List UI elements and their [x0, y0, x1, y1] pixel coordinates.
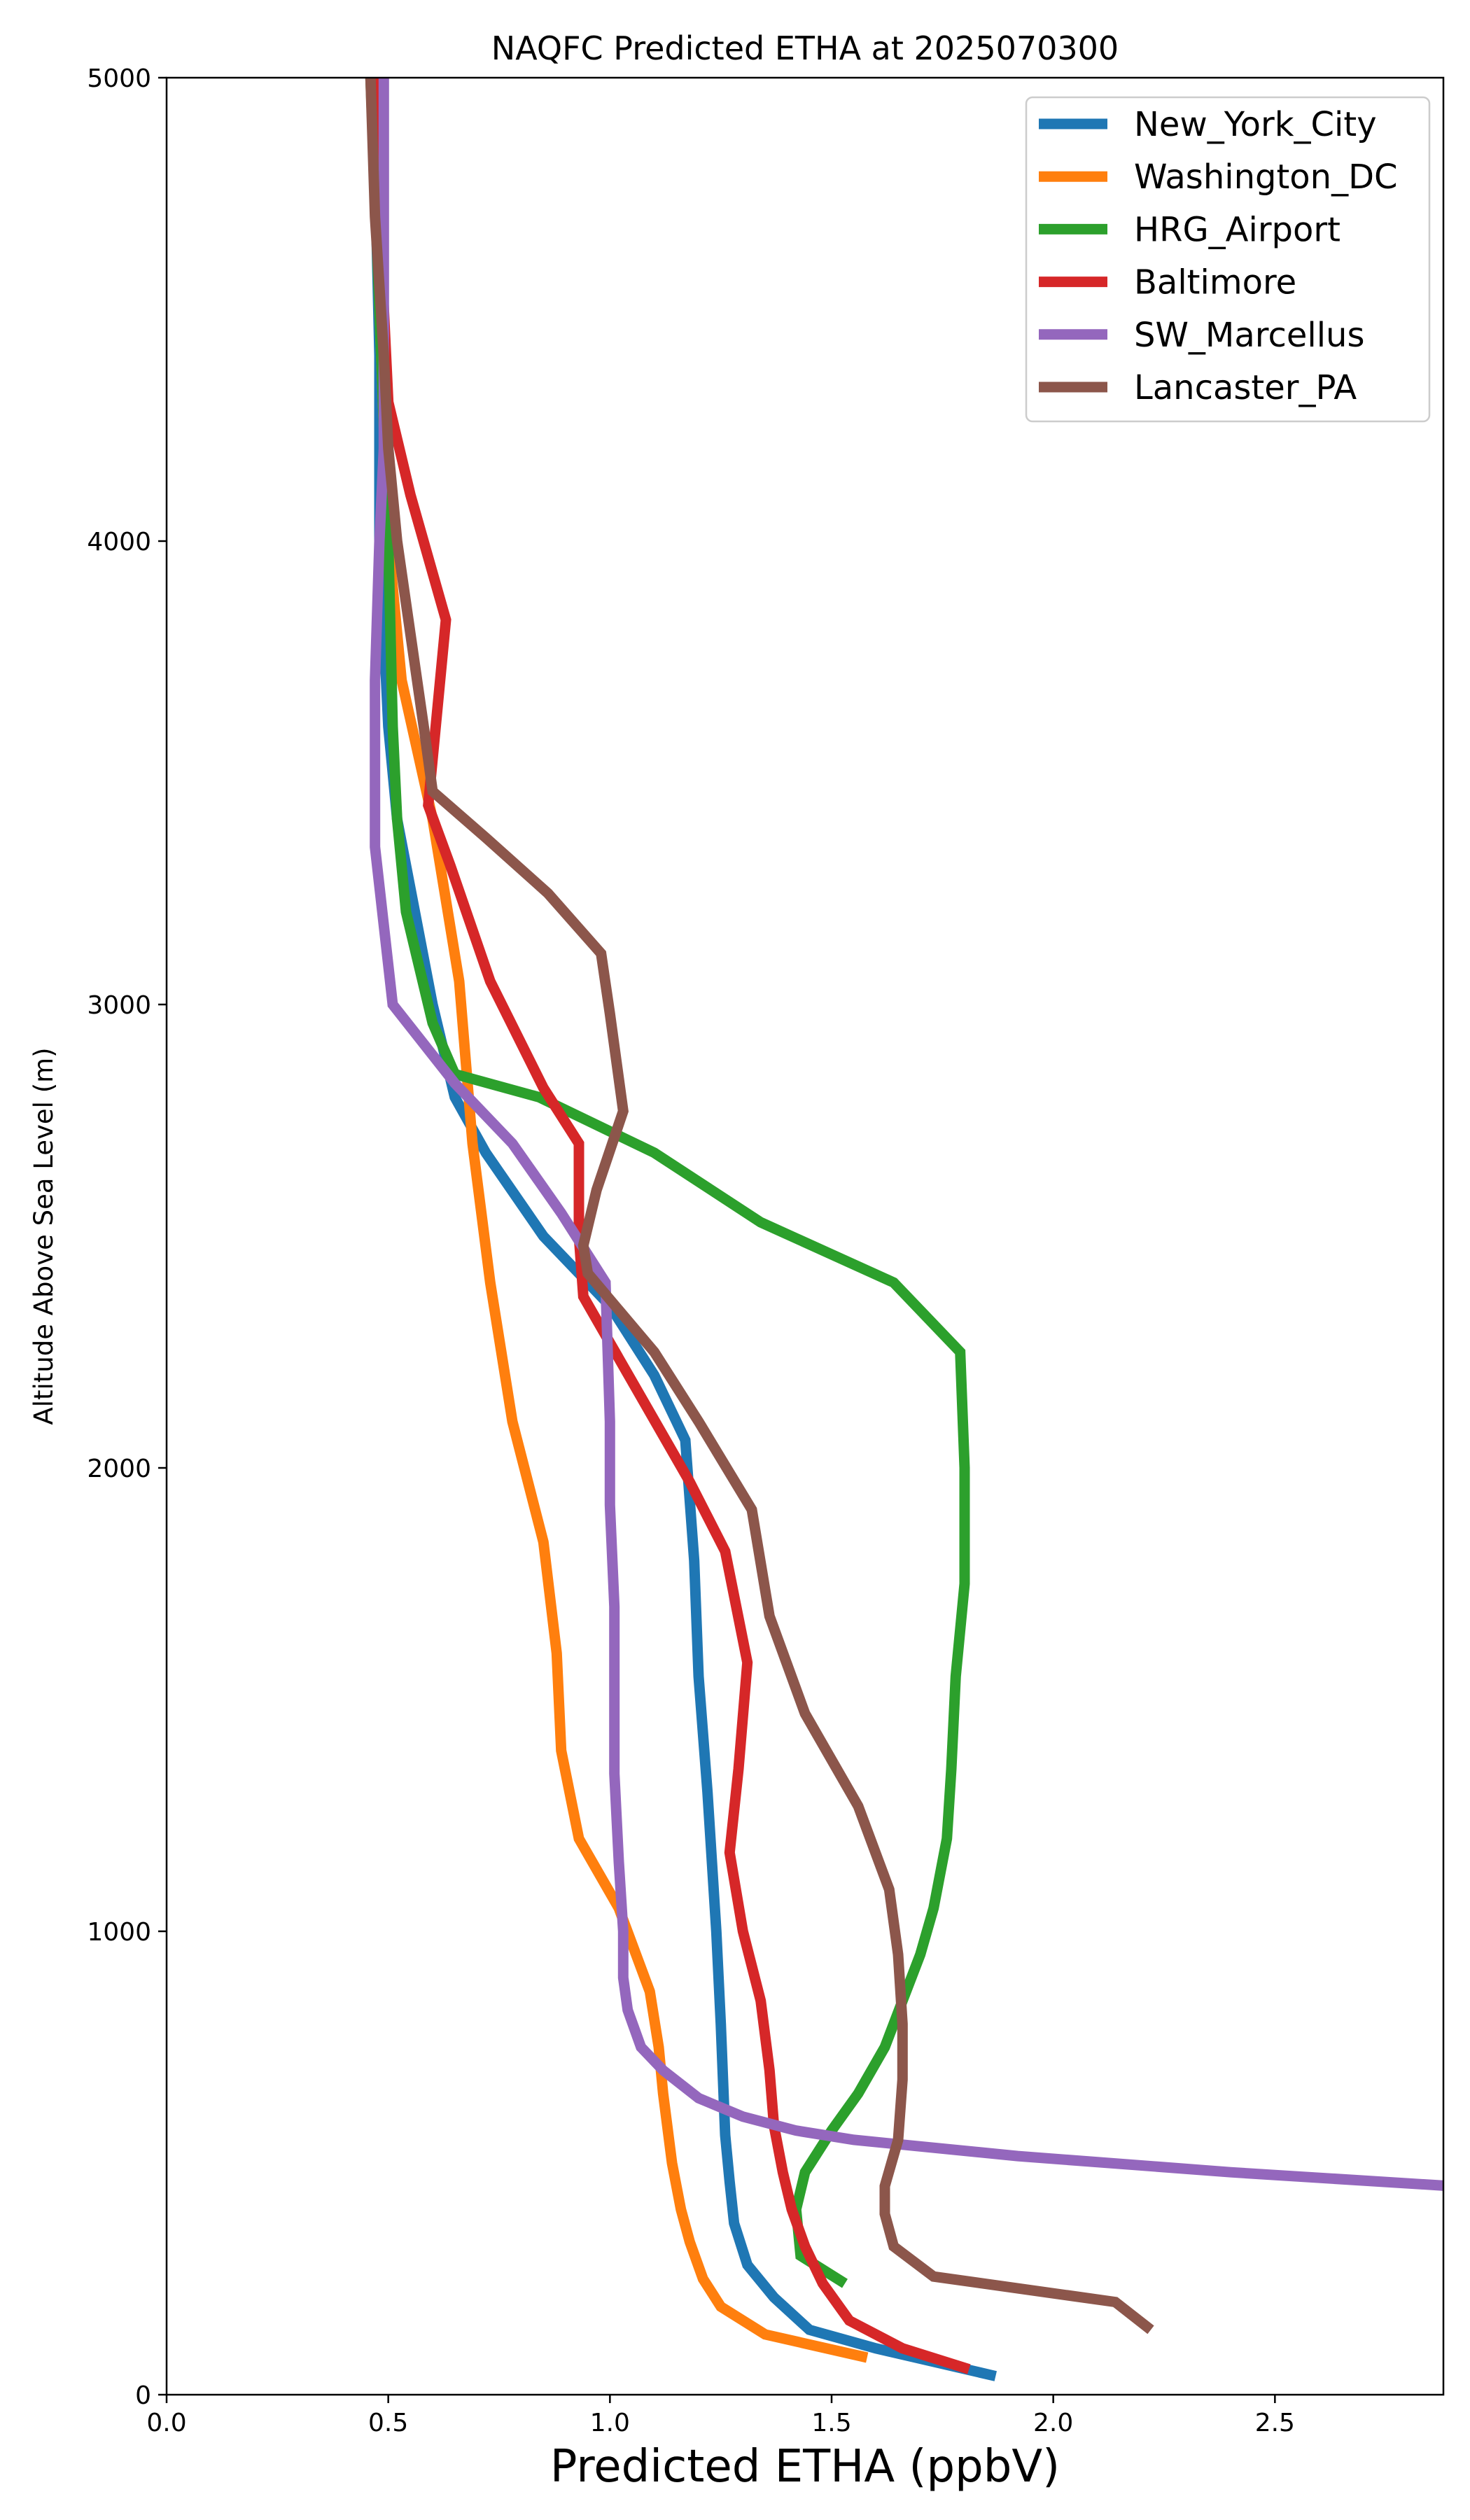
series-line-new-york-city: [370, 78, 997, 2381]
y-tick-label: 0: [135, 2381, 151, 2410]
legend: New_York_City Washington_DC HRG_Airport Bal…: [1025, 96, 1431, 423]
x-tick-label: 2.0: [1033, 2409, 1073, 2437]
legend-frame: [1025, 96, 1431, 423]
plot-area-frame: [165, 76, 1445, 2396]
series-line-sw-marcellus: [370, 78, 1443, 2191]
legend-label: Washington_DC: [1134, 158, 1398, 197]
x-tick-label: 2.5: [1255, 2409, 1295, 2437]
legend-label: SW_Marcellus: [1134, 316, 1364, 355]
series-line-hrg-airport: [365, 78, 970, 2288]
x-tick-label: 1.5: [811, 2409, 851, 2437]
y-axis-ticks: 0 1000 2000 3000 4000 5000: [87, 64, 167, 2410]
legend-label: Lancaster_PA: [1134, 368, 1357, 407]
y-tick-label: 5000: [87, 64, 151, 93]
chart-title: NAQFC Predicted ETHA at 2025070300: [491, 29, 1119, 67]
x-tick-label: 0.0: [146, 2409, 186, 2437]
y-tick-label: 2000: [87, 1455, 151, 1483]
y-axis-label: Altitude Above Sea Level (m): [29, 1047, 59, 1424]
legend-label: HRG_Airport: [1134, 210, 1340, 249]
legend-label: New_York_City: [1134, 105, 1377, 144]
x-axis-label: Predicted ETHA (ppbV): [550, 2441, 1060, 2493]
y-tick-label: 3000: [87, 991, 151, 1020]
y-tick-label: 1000: [87, 1918, 151, 1947]
x-tick-label: 0.5: [368, 2409, 408, 2437]
legend-label: Baltimore: [1134, 263, 1296, 302]
series-lines: [365, 78, 1443, 2381]
series-line-baltimore: [370, 78, 971, 2374]
x-tick-label: 1.0: [590, 2409, 630, 2437]
y-tick-label: 4000: [87, 528, 151, 556]
x-axis-ticks: 0.0 0.5 1.0 1.5 2.0 2.5: [146, 2395, 1295, 2437]
series-line-lancaster-pa: [365, 78, 1154, 2334]
